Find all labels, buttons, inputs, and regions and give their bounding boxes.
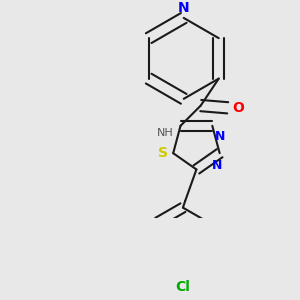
Text: Cl: Cl bbox=[176, 280, 190, 294]
Text: O: O bbox=[232, 101, 244, 115]
Text: N: N bbox=[214, 130, 225, 143]
Text: NH: NH bbox=[157, 128, 174, 138]
Text: N: N bbox=[178, 1, 190, 15]
Text: N: N bbox=[212, 159, 223, 172]
Text: S: S bbox=[158, 146, 168, 160]
